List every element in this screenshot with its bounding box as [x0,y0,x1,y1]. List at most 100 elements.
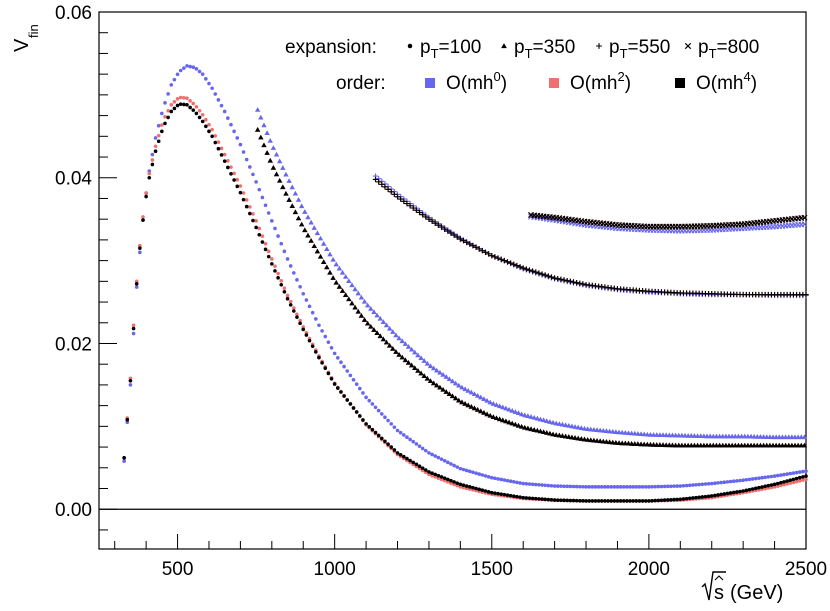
data-point [354,382,359,386]
data-point [270,145,277,150]
data-point [423,448,428,453]
data-point [219,146,224,151]
data-point [511,479,516,484]
data-point [304,333,309,337]
data-point [435,222,442,228]
data-point [546,483,551,488]
data-point [169,103,174,107]
data-point [559,433,566,438]
data-point [524,481,529,486]
data-point [559,484,563,488]
data-point [456,397,462,403]
data-point [500,404,506,410]
data-point [599,485,604,489]
data-point [395,428,400,433]
data-point [474,406,481,412]
data-point [254,180,258,184]
data-point [364,302,371,308]
data-point [417,464,422,469]
data-point [687,496,692,501]
data-point [298,321,302,326]
data-point [241,191,246,195]
data-point [804,474,808,478]
data-point [276,234,280,238]
data-point [270,219,274,223]
data-point [197,115,202,120]
data-point [327,269,333,275]
data-point [216,140,221,144]
data-point [766,483,771,488]
data-point [397,196,404,202]
data-point [345,369,350,373]
data-point [396,335,402,341]
data-point [125,417,130,422]
data-point [455,465,460,469]
legend-marker-plus [596,43,602,49]
data-point [320,259,327,264]
data-point [603,499,607,503]
data-point [443,374,449,379]
data-point [549,498,554,502]
data-point [380,319,387,324]
data-point [415,352,421,358]
y-axis-title-main: V [11,38,33,52]
y-tick-label: 0.02 [55,334,92,355]
data-point [349,282,355,288]
data-point [744,478,749,482]
data-point [131,326,136,331]
data-point [166,115,170,120]
data-point [628,485,632,489]
data-point [443,389,449,394]
data-point [473,244,479,251]
data-point [311,225,317,230]
data-point [506,419,512,425]
data-point [515,480,519,485]
legend-swatch [425,78,435,88]
data-point [785,482,789,486]
data-point [427,378,434,384]
data-point [753,486,758,491]
data-point [547,430,553,436]
data-point [260,240,265,244]
data-point [463,239,470,246]
data-point [394,194,401,200]
data-point [314,317,318,321]
data-point [426,216,432,222]
data-point [326,371,331,376]
data-point [640,485,645,489]
data-point [153,136,158,140]
data-point [314,248,321,254]
data-point [637,499,642,503]
data-point [434,367,440,373]
data-point [251,172,255,177]
data-point [687,483,692,488]
data-point [503,405,509,411]
data-point [669,497,673,502]
data-point [801,442,808,448]
data-point [380,436,384,441]
data-point [580,281,586,287]
data-point [182,66,186,70]
data-point [304,298,309,302]
data-point [238,190,243,195]
data-point [531,427,537,432]
data-point [794,476,799,481]
data-point [449,378,456,384]
data-point [486,475,491,479]
data-point [342,274,349,279]
data-point [587,499,591,503]
data-point [449,481,453,485]
data-point [374,330,380,335]
data-point [260,195,265,200]
data-point [596,485,601,489]
data-point [722,492,727,496]
data-point [804,469,808,473]
data-point [279,279,284,283]
data-point [631,499,635,503]
data-point [442,478,447,483]
data-point [185,103,189,107]
data-point [411,439,416,444]
data-point [427,472,431,477]
data-point [317,253,324,259]
data-point [371,327,377,332]
